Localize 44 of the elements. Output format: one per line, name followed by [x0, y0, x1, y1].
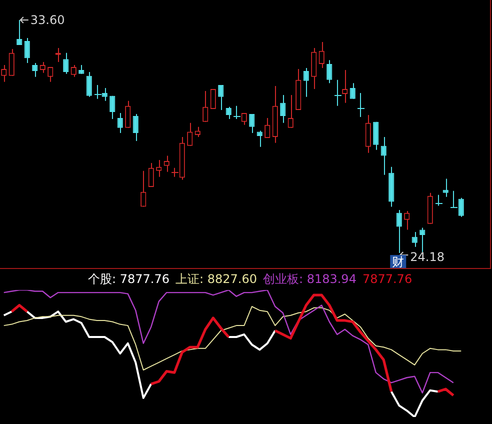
text: 财 [392, 255, 404, 270]
candlestick [187, 122, 193, 146]
candlestick [442, 178, 448, 198]
candlestick [125, 100, 131, 128]
candlestick [202, 90, 208, 122]
candlestick [86, 71, 92, 98]
candlestick [132, 113, 138, 142]
text: 创业板: 8183.94 [262, 272, 356, 286]
candlestick [63, 52, 69, 74]
text: 上证: 8827.60 [175, 272, 257, 286]
candlestick [318, 42, 324, 68]
candlestick [8, 48, 14, 76]
candlestick [288, 94, 294, 128]
candlestick [303, 67, 309, 98]
candlestick [164, 155, 170, 172]
candlestick [412, 231, 418, 248]
candlestick [342, 69, 348, 104]
candlestick [280, 94, 286, 124]
candlestick [156, 160, 162, 178]
candlestick [264, 117, 270, 138]
candlestick [365, 114, 371, 154]
candlestick [326, 60, 332, 84]
candlestick [311, 47, 317, 90]
candlestick [380, 136, 386, 176]
candlestick [218, 84, 224, 111]
candlestick [420, 227, 426, 253]
candlestick [24, 38, 30, 64]
annotation: 33.60 [30, 13, 65, 28]
text: 个股: 7877.76 [88, 272, 170, 286]
candlestick [140, 170, 146, 208]
candlestick [373, 121, 379, 150]
candlestick [148, 162, 154, 188]
candlestick [350, 82, 356, 100]
candlestick [249, 113, 255, 134]
candlestick [110, 95, 116, 120]
candlestick [404, 210, 410, 230]
candlestick [210, 89, 216, 110]
candlestick [16, 20, 22, 46]
candlestick [396, 209, 402, 254]
text: 7877.76 [362, 272, 412, 286]
candlestick [117, 112, 123, 134]
annotation: 24.18 [410, 250, 444, 264]
candlestick [32, 62, 38, 78]
candlestick [48, 66, 54, 82]
